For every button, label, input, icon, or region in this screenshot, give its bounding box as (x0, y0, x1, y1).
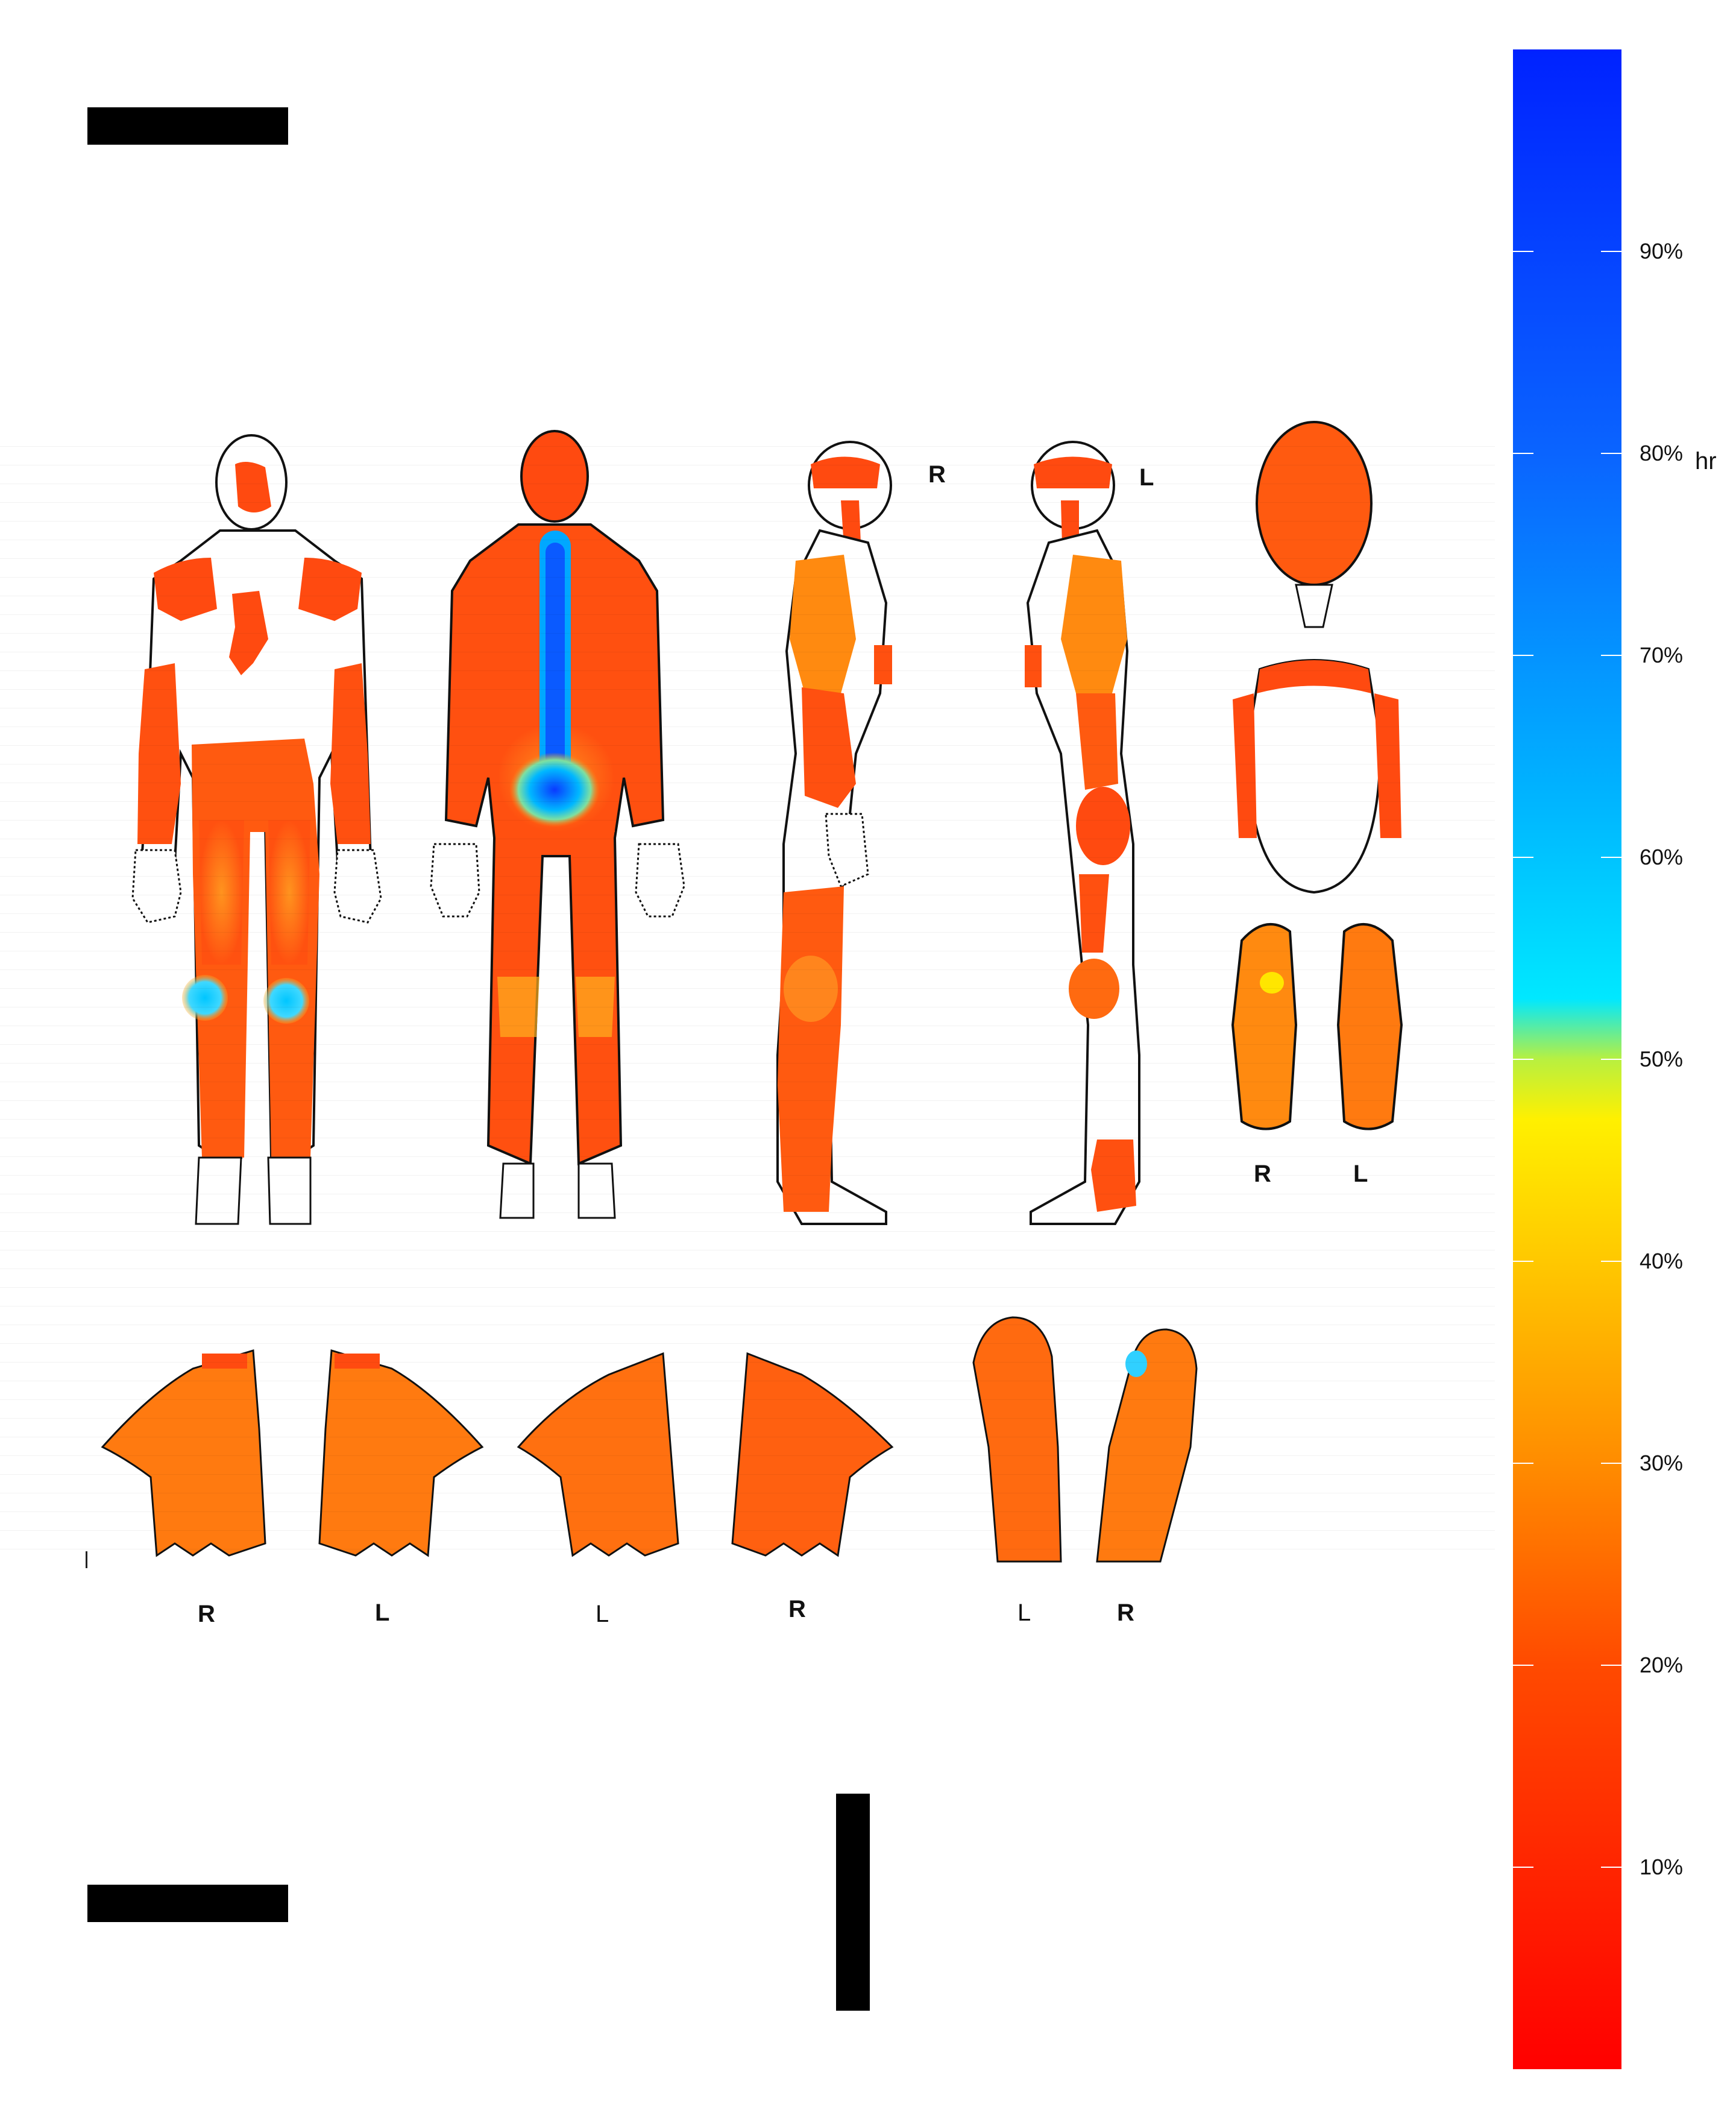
figure-side-right (776, 441, 892, 1225)
colorbar-tick-label: 80% (1640, 441, 1683, 465)
back-spine-core (546, 543, 565, 772)
label-backs-left: L (596, 1601, 609, 1627)
label-side-right: R (928, 461, 946, 488)
colorbar-tick-label: 10% (1640, 1855, 1683, 1879)
colorbar-tick-label: 70% (1640, 643, 1683, 667)
soles-view (1231, 923, 1403, 1130)
colorbar: 90% 80% 70% 60% 50% 40% 30% 20% 10% hr (1513, 49, 1717, 2069)
side-l-thigh-patch (1079, 874, 1109, 953)
front-chest-patch (229, 591, 268, 675)
side-r-torso-patch (802, 687, 856, 808)
head-top-view (1256, 421, 1373, 628)
sole-right (1231, 923, 1298, 1130)
head-bottom-side-r (1374, 693, 1401, 838)
head-top (1256, 421, 1373, 586)
front-knee-right (263, 978, 309, 1024)
figure-front (131, 434, 382, 1225)
side-l-ear-patch (1061, 500, 1079, 546)
back-hand-right (635, 843, 685, 918)
colorbar-unit: hr (1695, 448, 1717, 474)
head-bottom-view (1233, 659, 1401, 894)
front-shoulder-right (298, 558, 362, 621)
back-hand-right (731, 1352, 894, 1557)
label-feet-top-left: L (1017, 1600, 1031, 1626)
front-arm-right (330, 663, 371, 844)
side-r-head-patch (811, 456, 880, 488)
palm-right (101, 1349, 266, 1557)
palm-right-top-patch (202, 1354, 247, 1369)
foot-top-left (972, 1316, 1062, 1563)
side-r-hand (825, 813, 869, 888)
back-lumbar-hotspot (509, 752, 600, 827)
side-l-foot-patch (1091, 1139, 1136, 1212)
colorbar-tick-label: 60% (1640, 845, 1683, 869)
front-shoulder-left (154, 558, 217, 621)
side-l-knee-patch (1069, 959, 1119, 1019)
front-face-patch (235, 462, 271, 512)
side-r-leg (778, 886, 844, 1212)
head-bottom-rim (1257, 660, 1371, 693)
back-calf-warm (497, 977, 615, 1037)
label-soles-right: R (1254, 1161, 1271, 1187)
front-hand-right (333, 849, 382, 924)
label-backs-right: R (788, 1596, 806, 1622)
label-palms-left: L (375, 1600, 389, 1626)
front-feet (195, 1156, 312, 1225)
front-thigh-warm (199, 820, 244, 965)
side-r-ear-patch (841, 500, 861, 546)
small-tick-mark (86, 1551, 87, 1568)
label-soles-left: L (1353, 1161, 1368, 1187)
colorbar-tick-label: 90% (1640, 239, 1683, 263)
sole-left (1336, 923, 1403, 1130)
front-arm-left (137, 663, 181, 844)
feet-top-row (972, 1316, 1198, 1563)
label-side-left: L (1139, 464, 1154, 491)
palm-left-top-patch (335, 1354, 380, 1369)
front-thigh-warm-r (268, 820, 310, 965)
head-bottom-outline (1246, 659, 1382, 894)
redaction-bar-vertical (836, 1794, 870, 2011)
palm-left (318, 1349, 484, 1557)
redaction-bar-bottom (87, 1885, 288, 1922)
back-hand-left (430, 843, 480, 918)
foot-top-right (1096, 1328, 1198, 1563)
front-knee-left (182, 975, 228, 1021)
side-l-shoulder-arm (1061, 555, 1127, 693)
side-l-buttock-patch (1076, 787, 1130, 865)
side-r-shoulder-arm (790, 555, 856, 693)
colorbar-tick-label: 30% (1640, 1451, 1683, 1475)
label-feet-top-right: R (1117, 1600, 1134, 1626)
back-head (520, 430, 589, 523)
head-top-chin (1295, 584, 1333, 628)
side-l-front-patch (1025, 645, 1042, 687)
side-l-head-patch (1034, 456, 1112, 488)
figure-back (430, 430, 685, 1219)
front-hand-left (131, 849, 182, 924)
sole-right-hotspot (1260, 972, 1284, 994)
head-bottom-side-l (1233, 693, 1257, 838)
colorbar-tick-label: 50% (1640, 1047, 1683, 1071)
side-l-upperarm-patch (1076, 693, 1118, 790)
label-palms-right: R (198, 1601, 215, 1627)
colorbar-ticks: 90% 80% 70% 60% 50% 40% 30% 20% 10% (1513, 239, 1683, 1879)
figure-side-left (1025, 441, 1140, 1225)
back-feet (499, 1162, 616, 1219)
foot-top-right-hotspot (1125, 1351, 1147, 1377)
colorbar-tick-label: 40% (1640, 1249, 1683, 1273)
colorbar-tick-label: 20% (1640, 1653, 1683, 1677)
side-r-knee-warm (784, 956, 838, 1022)
side-r-front-patch (874, 645, 892, 684)
redaction-bar-top (87, 107, 288, 145)
palms-row (101, 1349, 894, 1557)
back-hand-left (517, 1352, 679, 1557)
